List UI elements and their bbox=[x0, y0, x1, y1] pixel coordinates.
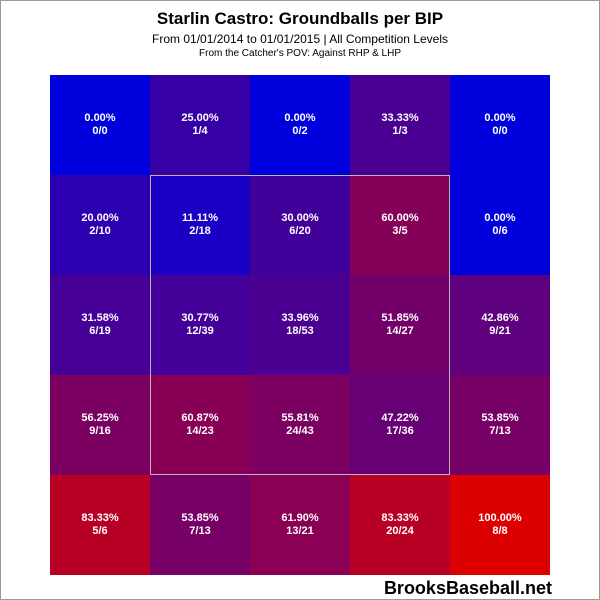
zone-cell-percent: 0.00% bbox=[84, 112, 116, 124]
zone-cell-percent: 0.00% bbox=[484, 112, 516, 124]
zone-cell-percent: 100.00% bbox=[478, 512, 522, 524]
zone-cell: 31.58% 6/19 bbox=[50, 275, 150, 375]
zone-cell: 30.77% 12/39 bbox=[150, 275, 250, 375]
zone-cell: 55.81% 24/43 bbox=[250, 375, 350, 475]
zone-cell-percent: 53.85% bbox=[181, 512, 219, 524]
zone-cell-percent: 30.77% bbox=[181, 312, 219, 324]
zone-heatmap: 0.00% 0/0 25.00% 1/4 0.00% 0/2 33.33% 1/3 0.00% 0… bbox=[50, 75, 550, 575]
chart-subtitle: From 01/01/2014 to 01/01/2015 | All Comp… bbox=[152, 32, 448, 46]
zone-cell-count: 3/5 bbox=[392, 225, 408, 237]
zone-cell-percent: 0.00% bbox=[484, 212, 516, 224]
zone-cell: 61.90% 13/21 bbox=[250, 475, 350, 575]
zone-cell-count: 2/18 bbox=[189, 225, 211, 237]
zone-cell-count: 8/8 bbox=[492, 525, 508, 537]
zone-cell: 56.25% 9/16 bbox=[50, 375, 150, 475]
zone-cell: 83.33% 20/24 bbox=[350, 475, 450, 575]
zone-cell-percent: 61.90% bbox=[281, 512, 319, 524]
zone-cell: 25.00% 1/4 bbox=[150, 75, 250, 175]
zone-cell-count: 14/27 bbox=[386, 325, 414, 337]
zone-cell-percent: 0.00% bbox=[284, 112, 316, 124]
zone-cell-percent: 11.11% bbox=[181, 212, 219, 224]
zone-cell: 53.85% 7/13 bbox=[150, 475, 250, 575]
zone-cell-count: 5/6 bbox=[92, 525, 108, 537]
zone-cell-count: 0/0 bbox=[92, 125, 108, 137]
zone-cell: 33.33% 1/3 bbox=[350, 75, 450, 175]
zone-cell-percent: 30.00% bbox=[281, 212, 319, 224]
zone-cell-count: 1/3 bbox=[392, 125, 408, 137]
zone-cell-percent: 31.58% bbox=[81, 312, 119, 324]
chart-title: Starlin Castro: Groundballs per BIP bbox=[156, 9, 444, 28]
zone-cell-percent: 83.33% bbox=[81, 512, 119, 524]
zone-cell-percent: 53.85% bbox=[481, 412, 519, 424]
zone-cell: 60.87% 14/23 bbox=[150, 375, 250, 475]
chart-note: From the Catcher's POV: Against RHP & LH… bbox=[199, 48, 401, 59]
zone-cell-percent: 55.81% bbox=[281, 412, 319, 424]
zone-cell-percent: 42.86% bbox=[481, 312, 519, 324]
zone-cell: 0.00% 0/6 bbox=[450, 175, 550, 275]
zone-cell-count: 0/2 bbox=[292, 125, 308, 137]
zone-cell: 30.00% 6/20 bbox=[250, 175, 350, 275]
zone-cell-count: 24/43 bbox=[286, 425, 314, 437]
zone-cell: 42.86% 9/21 bbox=[450, 275, 550, 375]
zone-cell-percent: 33.96% bbox=[281, 312, 319, 324]
zone-cell-percent: 83.33% bbox=[381, 512, 419, 524]
zone-cell: 33.96% 18/53 bbox=[250, 275, 350, 375]
zone-cell: 51.85% 14/27 bbox=[350, 275, 450, 375]
zone-cell-count: 13/21 bbox=[286, 525, 314, 537]
zone-cell: 0.00% 0/0 bbox=[50, 75, 150, 175]
zone-cell-count: 6/20 bbox=[289, 225, 311, 237]
zone-cell: 20.00% 2/10 bbox=[50, 175, 150, 275]
zone-cell-percent: 56.25% bbox=[81, 412, 119, 424]
zone-cell-count: 7/13 bbox=[189, 525, 211, 537]
zone-cell-percent: 51.85% bbox=[381, 312, 419, 324]
zone-cell: 11.11% 2/18 bbox=[150, 175, 250, 275]
zone-cell-count: 2/10 bbox=[89, 225, 111, 237]
zone-cell-count: 6/19 bbox=[89, 325, 111, 337]
zone-cell-count: 12/39 bbox=[186, 325, 214, 337]
zone-cell: 0.00% 0/2 bbox=[250, 75, 350, 175]
watermark: BrooksBaseball.net bbox=[383, 578, 552, 598]
zone-cell-count: 14/23 bbox=[186, 425, 214, 437]
zone-cell: 60.00% 3/5 bbox=[350, 175, 450, 275]
zone-cell-count: 0/0 bbox=[492, 125, 508, 137]
zone-cell-count: 17/36 bbox=[386, 425, 414, 437]
zone-cell-count: 18/53 bbox=[286, 325, 314, 337]
zone-cell: 83.33% 5/6 bbox=[50, 475, 150, 575]
zone-cell-percent: 60.87% bbox=[181, 412, 219, 424]
zone-cell-percent: 33.33% bbox=[381, 112, 419, 124]
zone-cell-count: 20/24 bbox=[386, 525, 414, 537]
zone-cell: 0.00% 0/0 bbox=[450, 75, 550, 175]
zone-cell-percent: 47.22% bbox=[381, 412, 419, 424]
zone-cell-count: 9/16 bbox=[89, 425, 111, 437]
zone-cell-percent: 60.00% bbox=[381, 212, 419, 224]
zone-cell-count: 0/6 bbox=[492, 225, 508, 237]
zone-cell-count: 1/4 bbox=[192, 125, 208, 137]
zone-cell-count: 9/21 bbox=[489, 325, 511, 337]
zone-cell: 53.85% 7/13 bbox=[450, 375, 550, 475]
zone-cell: 47.22% 17/36 bbox=[350, 375, 450, 475]
zone-cell-count: 7/13 bbox=[489, 425, 511, 437]
zone-cell-percent: 20.00% bbox=[81, 212, 119, 224]
zone-cell-percent: 25.00% bbox=[181, 112, 219, 124]
zone-cell: 100.00% 8/8 bbox=[450, 475, 550, 575]
